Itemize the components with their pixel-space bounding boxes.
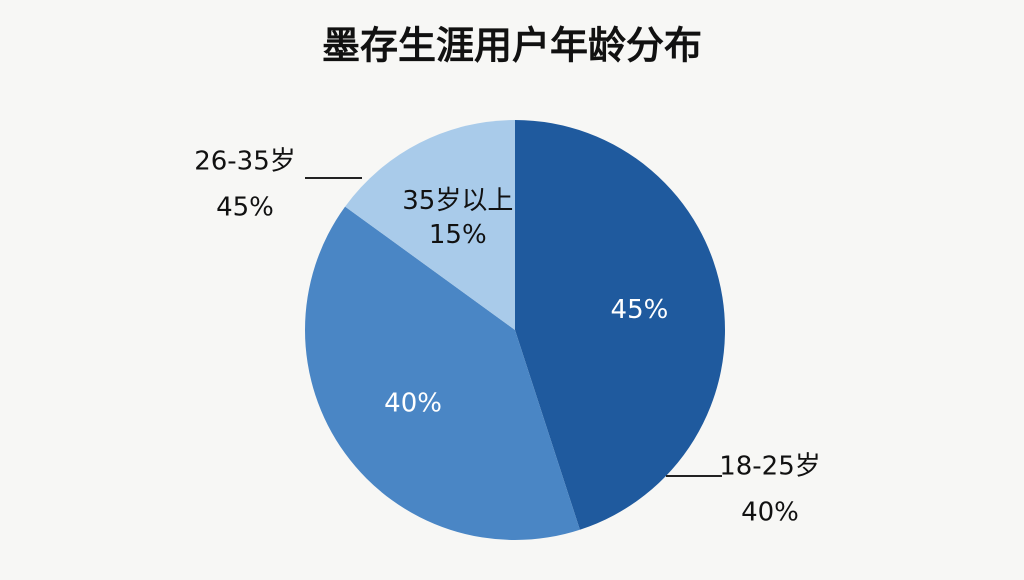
outside-value-label: 45% [216,193,274,223]
slice-value-label: 40% [384,389,442,419]
slice-value-label: 15% [429,220,487,250]
outside-category-label: 26-35岁 [194,147,296,177]
pie-slice [345,119,515,330]
chart-title: 墨存生涯用户年龄分布 [322,24,702,68]
slice-value-label: 45% [611,295,669,325]
pie-slice [304,206,580,540]
slice-category-label: 35岁以上 [402,186,513,216]
outside-value-label: 40% [741,498,799,528]
pie-slice [515,120,726,530]
outside-category-label: 18-25岁 [719,452,821,482]
